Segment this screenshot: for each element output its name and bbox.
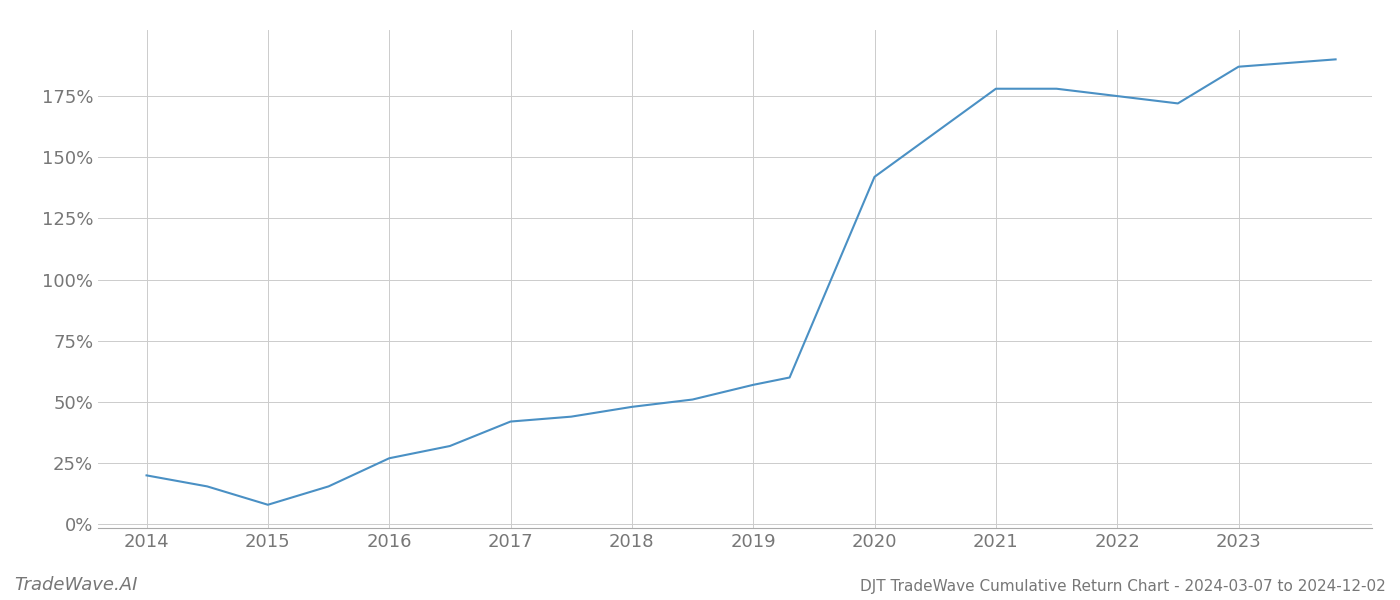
- Text: DJT TradeWave Cumulative Return Chart - 2024-03-07 to 2024-12-02: DJT TradeWave Cumulative Return Chart - …: [860, 579, 1386, 594]
- Text: TradeWave.AI: TradeWave.AI: [14, 576, 137, 594]
